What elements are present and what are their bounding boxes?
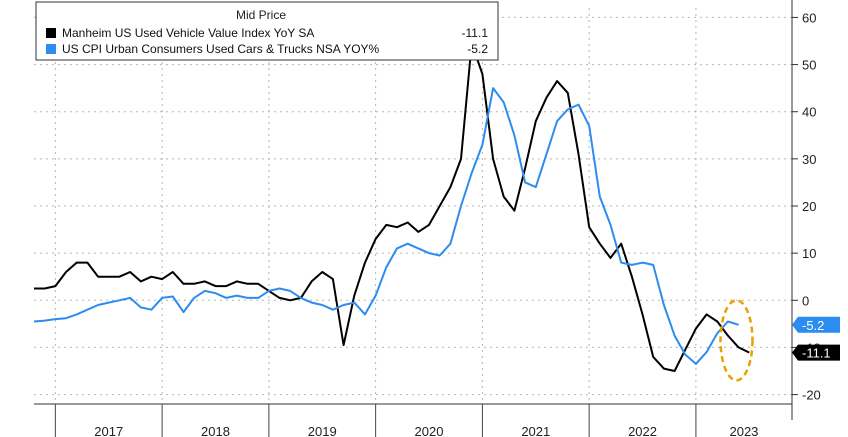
y-tick-label: 0 (802, 293, 809, 308)
legend-value-manheim: -11.1 (462, 26, 489, 40)
highlight-ellipse (719, 299, 754, 382)
legend-title: Mid Price (236, 8, 286, 22)
y-tick-label: 20 (802, 199, 816, 214)
x-tick-label: 2023 (729, 424, 758, 437)
grid (34, 8, 792, 404)
value-tag-label: -11.1 (802, 346, 831, 361)
x-tick-label: 2018 (201, 424, 230, 437)
series-line-cpi (33, 87, 739, 365)
value-tag-bg (792, 316, 840, 333)
highlight-ellipse-shape (719, 299, 754, 382)
legend: Mid Price Manheim US Used Vehicle Value … (35, 1, 499, 61)
y-tick-label: 10 (802, 246, 816, 261)
y-tick-label: 60 (802, 10, 816, 25)
value-tags: -5.2 -11.1 (792, 316, 840, 361)
value-tag-bg (792, 344, 840, 361)
legend-label-cpi: US CPI Urban Consumers Used Cars & Truck… (62, 42, 380, 56)
x-tick-label: 2020 (415, 424, 444, 437)
value-tag-label: -5.2 (802, 318, 824, 333)
legend-label-manheim: Manheim US Used Vehicle Value Index YoY … (62, 26, 314, 40)
y-tick-label: 50 (802, 58, 816, 73)
legend-box (35, 1, 499, 61)
series-line-manheim (34, 42, 750, 372)
legend-swatch-cpi (46, 44, 56, 54)
legend-value-cpi: -5.2 (467, 42, 488, 56)
y-tick-label: 30 (802, 152, 816, 167)
x-tick-label: 2022 (628, 424, 657, 437)
y-tick-label: -20 (802, 388, 821, 403)
axes: 6050403020100-10-20201720182019202020212… (34, 0, 821, 437)
legend-swatch-manheim (46, 28, 56, 38)
y-tick-label: 40 (802, 105, 816, 120)
x-tick-label: 2021 (521, 424, 550, 437)
x-tick-label: 2019 (308, 424, 337, 437)
x-tick-label: 2017 (94, 424, 123, 437)
series (33, 42, 750, 372)
